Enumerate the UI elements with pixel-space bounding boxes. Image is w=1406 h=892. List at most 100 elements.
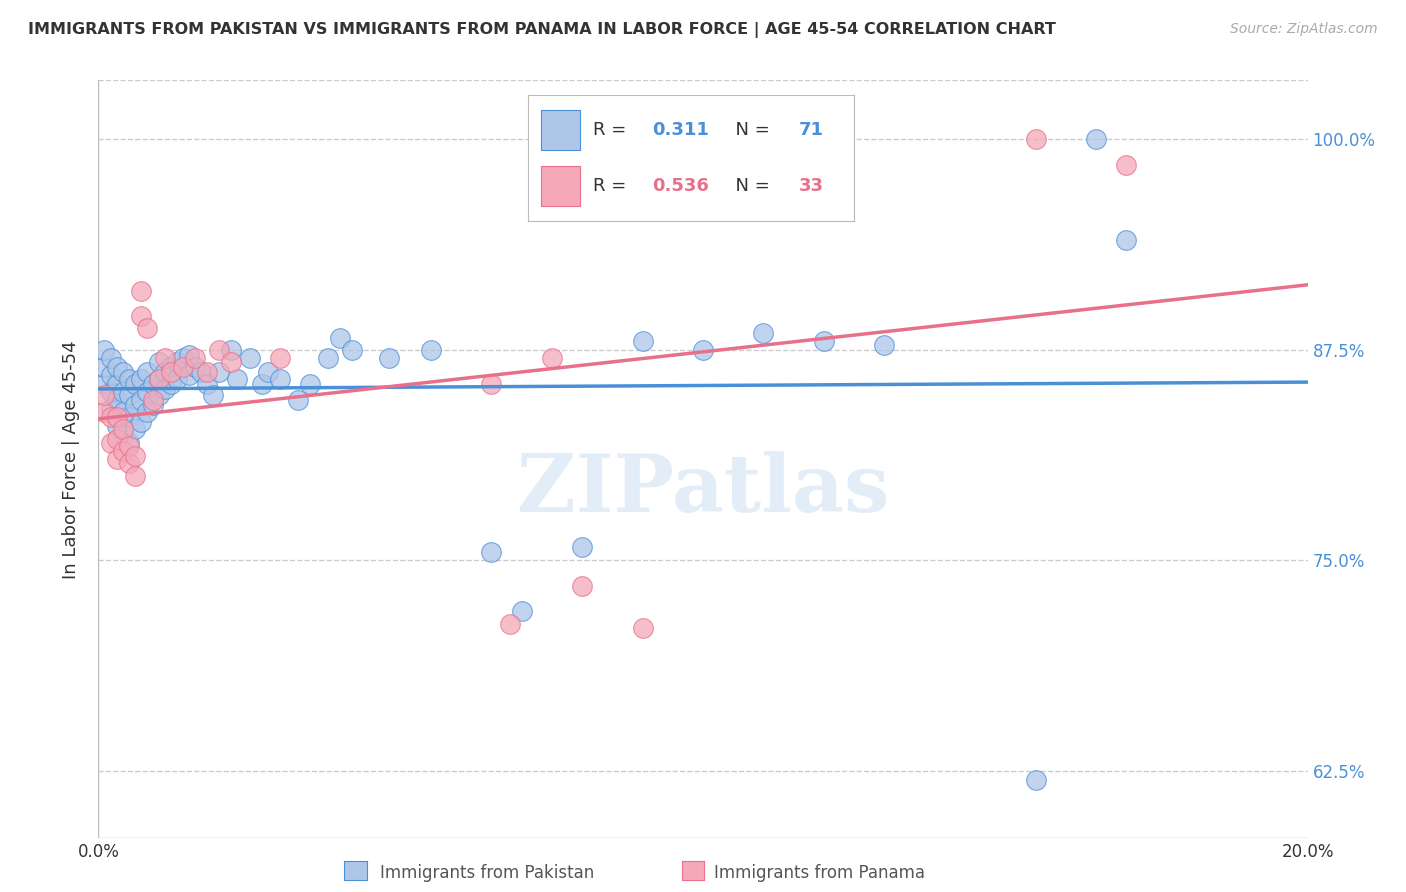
Point	[118, 435, 141, 450]
Point	[1024, 772, 1046, 787]
Point	[153, 382, 176, 396]
Point	[202, 388, 225, 402]
Point	[208, 365, 231, 379]
Point	[100, 368, 122, 383]
Point	[195, 376, 218, 391]
Point	[420, 343, 443, 357]
Point	[190, 365, 212, 379]
Point	[692, 343, 714, 357]
Point	[148, 388, 170, 402]
Point	[105, 452, 128, 467]
Point	[269, 351, 291, 366]
Point	[540, 351, 562, 366]
Point	[100, 435, 122, 450]
Point	[813, 334, 835, 349]
Point	[129, 284, 152, 298]
Point	[377, 351, 399, 366]
Point	[184, 351, 207, 366]
Point	[1085, 132, 1108, 146]
Point	[100, 384, 122, 399]
Point	[481, 376, 503, 391]
Point	[342, 343, 364, 357]
Point	[752, 326, 775, 340]
Point	[1024, 132, 1046, 146]
Point	[148, 371, 170, 385]
Point	[93, 405, 115, 419]
Point	[118, 439, 141, 453]
Point	[129, 309, 152, 323]
Point	[142, 393, 165, 408]
Point	[329, 331, 352, 345]
Point	[316, 351, 339, 366]
Text: Immigrants from Pakistan: Immigrants from Pakistan	[380, 864, 593, 882]
Point	[118, 410, 141, 425]
Text: Source: ZipAtlas.com: Source: ZipAtlas.com	[1230, 22, 1378, 37]
Point	[111, 365, 134, 379]
Point	[631, 334, 654, 349]
Point	[160, 376, 183, 391]
Point	[129, 371, 152, 385]
Point	[93, 388, 115, 402]
Point	[118, 456, 141, 470]
Point	[129, 393, 152, 408]
Point	[124, 449, 146, 463]
Point	[124, 376, 146, 391]
Text: ZIPatlas: ZIPatlas	[517, 450, 889, 529]
Point	[148, 371, 170, 385]
Point	[172, 359, 194, 374]
Point	[166, 371, 188, 385]
Point	[250, 376, 273, 391]
Point	[172, 351, 194, 366]
Point	[105, 418, 128, 433]
Point	[184, 359, 207, 374]
Point	[118, 371, 141, 385]
Point	[100, 410, 122, 425]
Point	[160, 359, 183, 374]
Point	[124, 399, 146, 413]
Point	[129, 415, 152, 429]
Point	[93, 359, 115, 374]
Point	[105, 376, 128, 391]
Point	[873, 338, 896, 352]
Point	[111, 422, 134, 436]
Point	[153, 365, 176, 379]
Point	[105, 393, 128, 408]
Point	[100, 401, 122, 416]
Point	[118, 388, 141, 402]
Point	[166, 354, 188, 368]
Point	[221, 343, 243, 357]
Point	[498, 617, 520, 632]
Point	[208, 343, 231, 357]
Text: IMMIGRANTS FROM PAKISTAN VS IMMIGRANTS FROM PANAMA IN LABOR FORCE | AGE 45-54 CO: IMMIGRANTS FROM PAKISTAN VS IMMIGRANTS F…	[28, 22, 1056, 38]
Point	[481, 545, 503, 559]
Point	[1115, 157, 1137, 171]
Point	[256, 365, 278, 379]
Point	[269, 371, 291, 385]
Point	[195, 365, 218, 379]
Point	[221, 354, 243, 368]
Point	[135, 321, 157, 335]
Point	[299, 376, 322, 391]
Point	[124, 422, 146, 436]
Point	[111, 405, 134, 419]
Point	[105, 359, 128, 374]
Point	[105, 432, 128, 446]
Point	[153, 351, 176, 366]
Point	[226, 371, 249, 385]
Point	[510, 604, 533, 618]
Text: Immigrants from Panama: Immigrants from Panama	[714, 864, 925, 882]
Y-axis label: In Labor Force | Age 45-54: In Labor Force | Age 45-54	[62, 340, 80, 579]
Point	[631, 621, 654, 635]
Point	[179, 368, 201, 383]
Point	[124, 469, 146, 483]
Point	[105, 410, 128, 425]
Point	[135, 384, 157, 399]
Point	[160, 365, 183, 379]
Point	[93, 343, 115, 357]
Point	[135, 405, 157, 419]
Point	[142, 399, 165, 413]
Point	[148, 354, 170, 368]
Point	[239, 351, 262, 366]
Point	[571, 540, 593, 554]
Point	[111, 384, 134, 399]
